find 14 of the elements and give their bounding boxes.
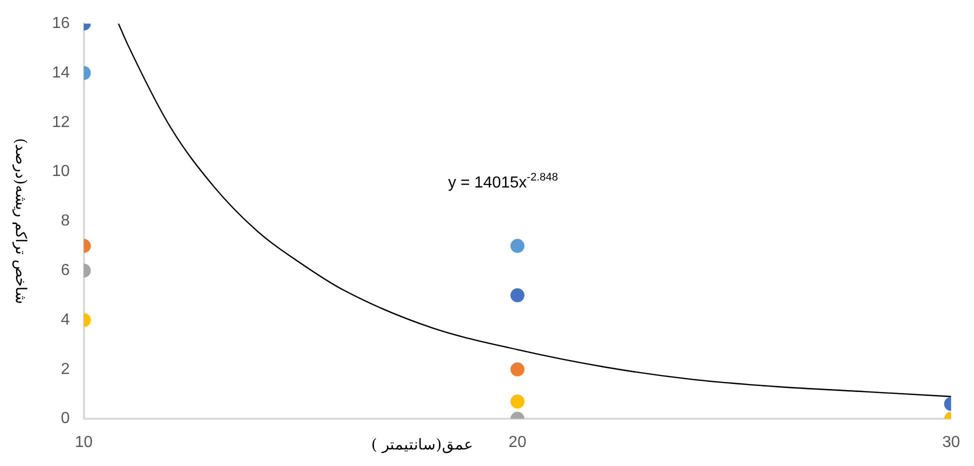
x-tick-label: 10 xyxy=(74,434,93,451)
y-tick-label: 2 xyxy=(60,360,70,378)
y-tick-label: 4 xyxy=(60,311,70,328)
x-axis-title: عمق(سانتیمتر ) xyxy=(371,436,473,454)
y-tick-label: 0 xyxy=(60,410,70,428)
y-tick-label: 10 xyxy=(52,163,70,180)
y-tick-label: 8 xyxy=(60,212,70,230)
y-tick-label: 6 xyxy=(60,262,70,280)
x-tick-label: 30 xyxy=(942,434,960,451)
y-axis-title: شاخص تراکم ریشه(درصد) xyxy=(12,138,30,304)
y-tick-label: 12 xyxy=(52,114,70,131)
y-tick-label: 16 xyxy=(52,15,70,32)
x-tick-label: 20 xyxy=(508,434,526,451)
y-tick-label: 14 xyxy=(52,64,70,82)
